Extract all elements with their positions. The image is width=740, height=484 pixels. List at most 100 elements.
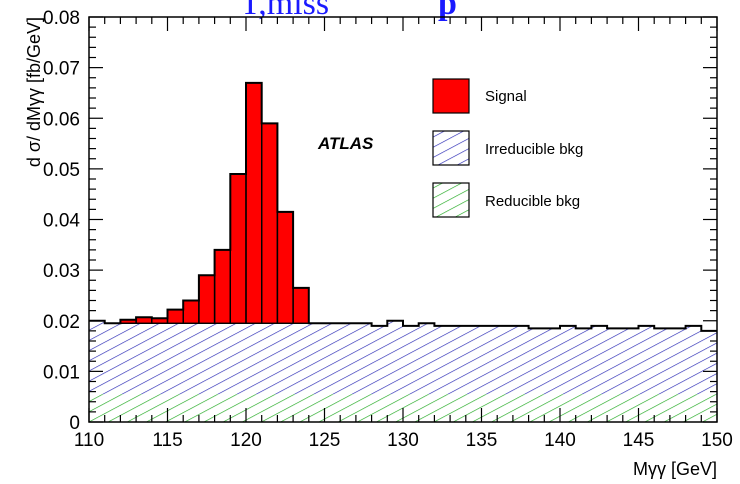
x-tick-label: 110 (74, 430, 104, 451)
reducible-bin (214, 394, 231, 422)
signal-bin (293, 287, 310, 324)
reducible-bin (622, 394, 640, 422)
reducible-bin (481, 394, 498, 422)
irreducible-bin (465, 325, 483, 395)
reducible-bin (638, 394, 655, 422)
signal-bin (246, 82, 263, 324)
signal-bin (167, 309, 184, 324)
y-tick-labels: 0 0.01 0.02 0.03 0.04 0.05 0.06 0.07 0.08 (43, 8, 80, 434)
signal-bin (261, 123, 278, 324)
irreducible-bin (497, 325, 514, 395)
irreducible-bin (198, 323, 216, 395)
total-histogram-outline (89, 81, 717, 332)
reducible-bin (607, 394, 624, 422)
reducible-bin (465, 394, 483, 422)
y-tick-label: 0.06 (43, 109, 80, 130)
reducible-bin (183, 394, 200, 422)
irreducible-bin (481, 325, 498, 395)
reducible-bin (120, 394, 137, 422)
irreducible-bin (183, 323, 200, 395)
header-fragment-right: p (438, 0, 457, 22)
legend-swatch-signal (432, 78, 470, 114)
legend-swatch-reducible (432, 182, 470, 218)
x-tick-label: 115 (152, 430, 182, 451)
signal-bin (230, 173, 247, 324)
irreducible-bkg-series (89, 320, 718, 395)
reducible-bin (355, 394, 373, 422)
reducible-bin (575, 394, 592, 422)
irreducible-bin (214, 323, 231, 395)
irreducible-bin (528, 328, 545, 395)
reducible-bin (198, 394, 216, 422)
x-tick-labels: 110 115 120 125 130 135 140 145 150 (74, 430, 733, 451)
legend-label-reducible: Reducible bkg (485, 193, 580, 210)
reducible-bin (293, 394, 310, 422)
x-tick-label: 145 (623, 430, 655, 451)
legend: Signal Irreducible bkg Reducible bkg (432, 78, 583, 218)
irreducible-bin (575, 328, 592, 395)
signal-bin (198, 275, 216, 324)
signal-bin (136, 317, 153, 324)
reducible-bin (544, 394, 561, 422)
axis-ticks (88, 16, 718, 423)
irreducible-bin (638, 325, 655, 395)
signal-bin (183, 300, 200, 324)
irreducible-bin (261, 323, 278, 395)
reducible-bin (387, 394, 404, 422)
irreducible-bin (387, 320, 404, 395)
irreducible-bin (512, 325, 530, 395)
reducible-bin (450, 394, 467, 422)
irreducible-bin (167, 323, 184, 395)
reducible-bin (371, 394, 388, 422)
reducible-bin (308, 394, 326, 422)
irreducible-bin (591, 325, 608, 395)
irreducible-bin (230, 323, 247, 395)
y-tick-label: 0.04 (43, 211, 80, 232)
x-tick-label: 120 (230, 430, 262, 451)
irreducible-bin (371, 325, 388, 395)
reducible-bin (512, 394, 530, 422)
irreducible-bin (308, 323, 326, 395)
irreducible-bin (622, 328, 640, 395)
irreducible-bin (560, 325, 577, 395)
reducible-bin (669, 394, 687, 422)
x-axis-title: Mγγ [GeV] (633, 459, 717, 479)
reducible-bin (277, 394, 294, 422)
irreducible-bin (701, 330, 718, 395)
reducible-bin (324, 394, 341, 422)
y-tick-label: 0.02 (43, 312, 80, 333)
irreducible-bin (104, 323, 121, 395)
reducible-bin (403, 394, 420, 422)
y-tick-label: 0 (69, 413, 80, 434)
signal-bin (277, 211, 294, 324)
irreducible-bin (151, 323, 169, 395)
reducible-bin (246, 394, 263, 422)
reducible-bin (340, 394, 357, 422)
signal-series (119, 82, 310, 324)
irreducible-bin (544, 328, 561, 395)
signal-bin (214, 249, 231, 324)
reducible-bin (151, 394, 169, 422)
irreducible-bin (340, 323, 357, 395)
legend-label-signal: Signal (485, 88, 527, 105)
irreducible-bin (324, 323, 341, 395)
irreducible-bin (654, 328, 671, 395)
reducible-bin (591, 394, 608, 422)
x-tick-label: 150 (701, 430, 733, 451)
irreducible-bin (293, 323, 310, 395)
reducible-bin (701, 394, 718, 422)
signal-bin (120, 319, 137, 324)
irreducible-bin (434, 325, 451, 395)
legend-swatch-irreducible (432, 130, 470, 166)
reducible-bin (89, 394, 106, 422)
irreducible-bin (120, 323, 137, 395)
reducible-bin (497, 394, 514, 422)
legend-label-irreducible: Irreducible bkg (485, 141, 583, 158)
y-tick-label: 0.03 (43, 261, 80, 282)
y-axis-title: d σ/ dMγγ [fb/GeV] (24, 17, 44, 167)
reducible-bin (560, 394, 577, 422)
irreducible-bin (685, 325, 702, 395)
x-tick-label: 140 (544, 430, 576, 451)
reducible-bin (261, 394, 278, 422)
irreducible-bin (246, 323, 263, 395)
